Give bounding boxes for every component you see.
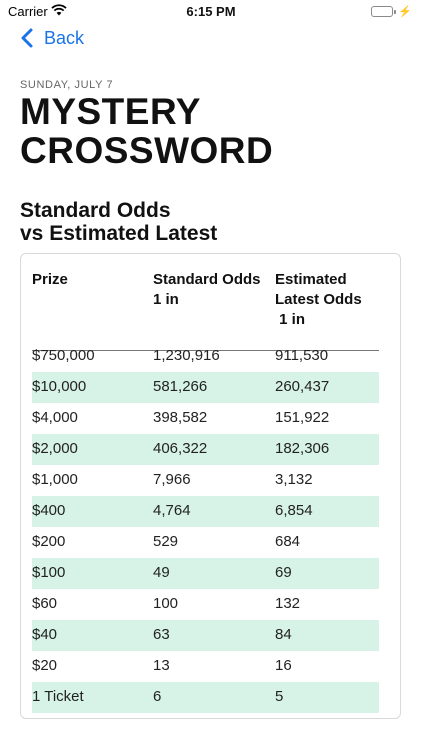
battery-icon: ⚡: [371, 5, 412, 18]
prize-cell: $1,000: [32, 471, 78, 488]
table-row: $2,000 406,322 182,306: [32, 434, 379, 465]
table-row: $1,000 7,966 3,132: [32, 465, 379, 496]
game-title: MYSTERY CROSSWORD: [20, 91, 274, 171]
prize-cell: 1 Ticket: [32, 688, 84, 705]
table-row: 1 Ticket 6 5: [32, 682, 379, 713]
standard-odds-cell: 63: [153, 626, 170, 643]
standard-odds-cell: 4,764: [153, 502, 191, 519]
standard-odds-cell: 529: [153, 533, 179, 550]
table-row: $4,000 398,582 151,922: [32, 403, 379, 434]
game-date: SUNDAY, JULY 7: [20, 79, 114, 91]
estimated-odds-cell: 911,530: [275, 347, 329, 364]
table-row: $400 4,764 6,854: [32, 496, 379, 527]
estimated-odds-cell: 5: [275, 688, 284, 705]
wifi-icon: [51, 3, 67, 21]
standard-odds-cell: 1,230,916: [153, 347, 220, 364]
table-row: $20 13 16: [32, 651, 379, 682]
table-row: $750,000 1,230,916 911,530: [32, 341, 379, 372]
standard-odds-cell: 49: [153, 564, 170, 581]
charging-icon: ⚡: [398, 6, 412, 18]
estimated-odds-cell: 151,922: [275, 409, 330, 426]
estimated-odds-cell: 132: [275, 595, 301, 612]
estimated-odds-cell: 3,132: [275, 471, 313, 488]
prize-cell: $60: [32, 595, 58, 612]
column-header-estimated-odds: Estimated Latest Odds 1 in: [275, 271, 362, 328]
back-label: Back: [44, 27, 85, 48]
odds-table: Prize Standard Odds 1 in Estimated Lates…: [20, 253, 401, 719]
section-title: Standard Odds vs Estimated Latest: [20, 199, 218, 245]
estimated-odds-cell: 84: [275, 626, 292, 643]
table-header: Prize Standard Odds 1 in Estimated Lates…: [32, 270, 379, 351]
estimated-odds-cell: 260,437: [275, 378, 330, 395]
standard-odds-cell: 6: [153, 688, 162, 705]
table-row: $100 49 69: [32, 558, 379, 589]
standard-odds-cell: 13: [153, 657, 170, 674]
table-row: $10,000 581,266 260,437: [32, 372, 379, 403]
standard-odds-cell: 7,966: [153, 471, 191, 488]
estimated-odds-cell: 182,306: [275, 440, 330, 457]
column-header-standard-odds: Standard Odds 1 in: [153, 271, 261, 308]
standard-odds-cell: 406,322: [153, 440, 208, 457]
standard-odds-cell: 581,266: [153, 378, 208, 395]
table-body: $750,000 1,230,916 911,530 $10,000 581,266 26…: [32, 341, 379, 713]
chevron-left-icon: [21, 28, 33, 48]
prize-cell: $200: [32, 533, 66, 550]
estimated-odds-cell: 16: [275, 657, 292, 674]
prize-cell: $2,000: [32, 440, 78, 457]
standard-odds-cell: 398,582: [153, 409, 208, 426]
clock: 6:15 PM: [186, 4, 236, 19]
prize-cell: $40: [32, 626, 58, 643]
table-row: $200 529 684: [32, 527, 379, 558]
table-row: $60 100 132: [32, 589, 379, 620]
prize-cell: $4,000: [32, 409, 78, 426]
prize-cell: $20: [32, 657, 58, 674]
carrier-label: Carrier: [8, 4, 48, 19]
standard-odds-cell: 100: [153, 595, 179, 612]
estimated-odds-cell: 6,854: [275, 502, 313, 519]
prize-cell: $750,000: [32, 347, 95, 364]
prize-cell: $10,000: [32, 378, 87, 395]
status-bar: Carrier 6:15 PM ⚡: [0, 0, 422, 22]
table-row: $40 63 84: [32, 620, 379, 651]
back-button[interactable]: Back: [18, 26, 84, 50]
estimated-odds-cell: 69: [275, 564, 292, 581]
prize-cell: $100: [32, 564, 66, 581]
estimated-odds-cell: 684: [275, 533, 301, 550]
prize-cell: $400: [32, 502, 66, 519]
column-header-prize: Prize: [32, 271, 68, 288]
